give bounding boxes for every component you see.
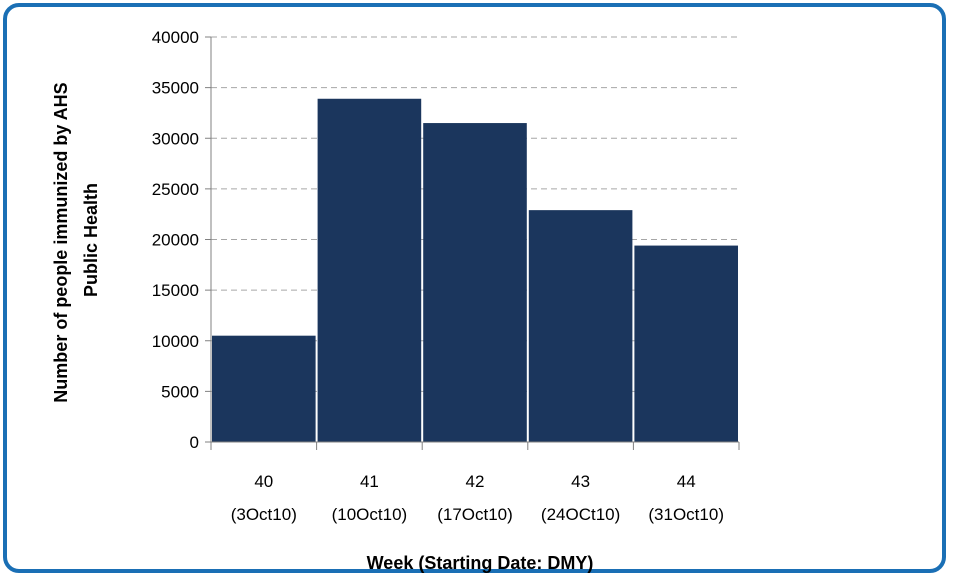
bar-week-40 <box>212 335 316 442</box>
x-tick-label-date: (31Oct10) <box>648 505 724 524</box>
x-tick-label-week: 44 <box>677 472 696 491</box>
y-tick-label: 20000 <box>152 231 199 250</box>
y-axis-title-line-2: Public Health <box>81 183 101 297</box>
y-axis-title: Number of people immunized by AHS Public… <box>51 77 101 402</box>
y-tick-labels: 0 5000 10000 15000 20000 25000 30000 35000 40000 <box>152 28 199 452</box>
bars <box>212 98 738 442</box>
y-tick-label: 30000 <box>152 129 199 148</box>
x-tick-label-date: (3Oct10) <box>231 505 297 524</box>
y-tick-label: 15000 <box>152 281 199 300</box>
x-tick-label-week: 40 <box>254 472 273 491</box>
y-tick-label: 10000 <box>152 332 199 351</box>
bar-week-41 <box>317 98 422 442</box>
x-tick-label-date: (10Oct10) <box>332 505 408 524</box>
x-tick-label-date: (24OCt10) <box>541 505 620 524</box>
x-tick-label-date: (17Oct10) <box>437 505 513 524</box>
bar-week-43 <box>528 210 633 442</box>
y-tick-label: 40000 <box>152 28 199 47</box>
y-tick-label: 25000 <box>152 180 199 199</box>
bar-week-44 <box>634 245 738 442</box>
x-axis-title: Week (Starting Date: DMY) <box>367 553 594 573</box>
x-tick-labels: 40 (3Oct10) 41 (10Oct10) 42 (17Oct10) 43 (24OCt… <box>231 472 724 524</box>
y-tick-label: 5000 <box>161 382 199 401</box>
axes <box>210 37 740 450</box>
y-axis-title-line-1: Number of people immunized by AHS <box>51 82 71 402</box>
x-tick-label-week: 43 <box>571 472 590 491</box>
y-tick-label: 0 <box>190 433 199 452</box>
x-tick-label-week: 42 <box>466 472 485 491</box>
x-tick-label-week: 41 <box>360 472 379 491</box>
bar-week-42 <box>423 123 527 442</box>
y-tick-label: 35000 <box>152 79 199 98</box>
